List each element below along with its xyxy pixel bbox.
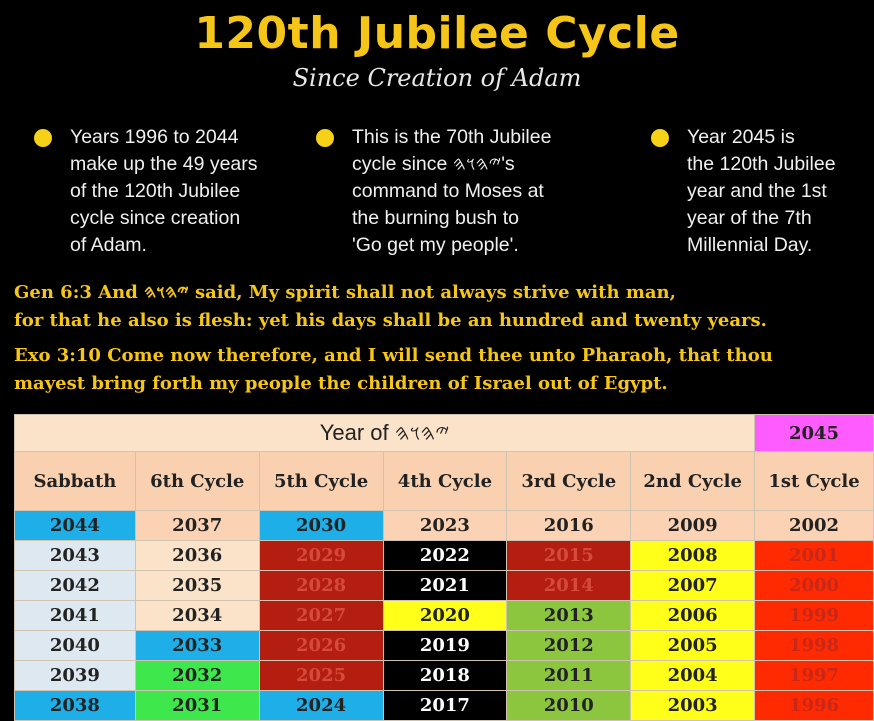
table-column-headers: Sabbath 6th Cycle 5th Cycle 4th Cycle 3r… bbox=[14, 451, 874, 511]
year-cell: 2015 bbox=[506, 540, 632, 571]
year-cell: 2013 bbox=[506, 600, 632, 631]
year-cell: 2006 bbox=[630, 600, 756, 631]
verse-line: for that he also is flesh: yet his days … bbox=[14, 310, 767, 331]
bullet-dot-icon bbox=[651, 129, 669, 147]
year-cell: 1996 bbox=[754, 690, 874, 721]
bullet-item-3: Year 2045 is the 120th Jubilee year and … bbox=[651, 124, 836, 259]
year-cell: 2004 bbox=[630, 660, 756, 691]
table-row: 2039 2032 2025 2018 2011 2004 1997 bbox=[14, 660, 874, 691]
year-cell: 2024 bbox=[258, 690, 384, 721]
year-cell: 2020 bbox=[382, 600, 508, 631]
table-row: 2038 2031 2024 2017 2010 2003 1996 bbox=[14, 690, 874, 721]
year-cell: 2023 bbox=[382, 510, 508, 541]
year-cell: 2007 bbox=[630, 570, 756, 601]
year-cell: 2012 bbox=[506, 630, 632, 661]
bullet-text: Year 2045 is the 120th Jubilee year and … bbox=[687, 126, 836, 256]
table-row: 2044 2037 2030 2023 2016 2009 2002 bbox=[14, 510, 874, 541]
year-cell: 2030 bbox=[258, 510, 384, 541]
bullet-text: This is the 70th Jubilee cycle since 𐤉𐤄𐤅… bbox=[352, 126, 552, 256]
bullet-dot-icon bbox=[34, 129, 52, 147]
bullet-dot-icon bbox=[316, 129, 334, 147]
bullet-text: Years 1996 to 2044 make up the 49 years … bbox=[70, 126, 258, 256]
column-header: Sabbath bbox=[14, 451, 136, 511]
year-cell: 2042 bbox=[14, 570, 136, 601]
year-cell: 2014 bbox=[506, 570, 632, 601]
column-header: 1st Cycle bbox=[754, 451, 874, 511]
year-cell: 2041 bbox=[14, 600, 136, 631]
year-cell: 2001 bbox=[754, 540, 874, 571]
table-header-jubilee-year: 2045 bbox=[754, 414, 874, 452]
column-header: 6th Cycle bbox=[134, 451, 260, 511]
year-cell: 2016 bbox=[506, 510, 632, 541]
year-cell: 2040 bbox=[14, 630, 136, 661]
year-cell: 2022 bbox=[382, 540, 508, 571]
year-table: Year of 𐤉𐤄𐤅𐤄 2045 Sabbath 6th Cycle 5th … bbox=[13, 414, 874, 721]
table-row: 2042 2035 2028 2021 2014 2007 2000 bbox=[14, 570, 874, 601]
year-cell: 1999 bbox=[754, 600, 874, 631]
year-cell: 2025 bbox=[258, 660, 384, 691]
year-cell: 2008 bbox=[630, 540, 756, 571]
column-header: 2nd Cycle bbox=[630, 451, 756, 511]
table-row: 2041 2034 2027 2020 2013 2006 1999 bbox=[14, 600, 874, 631]
year-cell: 2036 bbox=[134, 540, 260, 571]
verse-line: mayest bring forth my people the childre… bbox=[14, 373, 668, 394]
year-cell: 2002 bbox=[754, 510, 874, 541]
column-header: 4th Cycle bbox=[382, 451, 508, 511]
table-header-year: Year of 𐤉𐤄𐤅𐤄 bbox=[13, 414, 756, 452]
year-cell: 2019 bbox=[382, 630, 508, 661]
year-cell: 2039 bbox=[14, 660, 136, 691]
verse-line: Gen 6:3 And 𐤉𐤄𐤅𐤄 said, My spirit shall n… bbox=[14, 282, 676, 303]
verse-line: Exo 3:10 Come now therefore, and I will … bbox=[14, 345, 773, 366]
bullet-list: Years 1996 to 2044 make up the 49 years … bbox=[0, 124, 874, 264]
year-cell: 2027 bbox=[258, 600, 384, 631]
year-cell: 2037 bbox=[134, 510, 260, 541]
year-cell: 2032 bbox=[134, 660, 260, 691]
year-cell: 2003 bbox=[630, 690, 756, 721]
year-cell: 2031 bbox=[134, 690, 260, 721]
page-subtitle: Since Creation of Adam bbox=[292, 64, 582, 92]
year-cell: 2044 bbox=[14, 510, 136, 541]
bullet-item-2: This is the 70th Jubilee cycle since 𐤉𐤄𐤅… bbox=[316, 124, 551, 259]
column-header: 3rd Cycle bbox=[506, 451, 632, 511]
year-cell: 2010 bbox=[506, 690, 632, 721]
year-cell: 2021 bbox=[382, 570, 508, 601]
year-cell: 2009 bbox=[630, 510, 756, 541]
year-cell: 2005 bbox=[630, 630, 756, 661]
table-row: 2043 2036 2029 2022 2015 2008 2001 bbox=[14, 540, 874, 571]
year-cell: 2028 bbox=[258, 570, 384, 601]
year-cell: 2026 bbox=[258, 630, 384, 661]
year-cell: 2035 bbox=[134, 570, 260, 601]
year-cell: 2018 bbox=[382, 660, 508, 691]
year-cell: 2033 bbox=[134, 630, 260, 661]
year-cell: 2034 bbox=[134, 600, 260, 631]
year-cell: 1997 bbox=[754, 660, 874, 691]
year-cell: 2011 bbox=[506, 660, 632, 691]
year-cell: 2043 bbox=[14, 540, 136, 571]
table-row: 2040 2033 2026 2019 2012 2005 1998 bbox=[14, 630, 874, 661]
year-cell: 2000 bbox=[754, 570, 874, 601]
column-header: 5th Cycle bbox=[258, 451, 384, 511]
year-cell: 2038 bbox=[14, 690, 136, 721]
year-cell: 1998 bbox=[754, 630, 874, 661]
page-title: 120th Jubilee Cycle bbox=[194, 8, 680, 59]
year-cell: 2017 bbox=[382, 690, 508, 721]
year-cell: 2029 bbox=[258, 540, 384, 571]
bullet-item-1: Years 1996 to 2044 make up the 49 years … bbox=[34, 124, 258, 259]
